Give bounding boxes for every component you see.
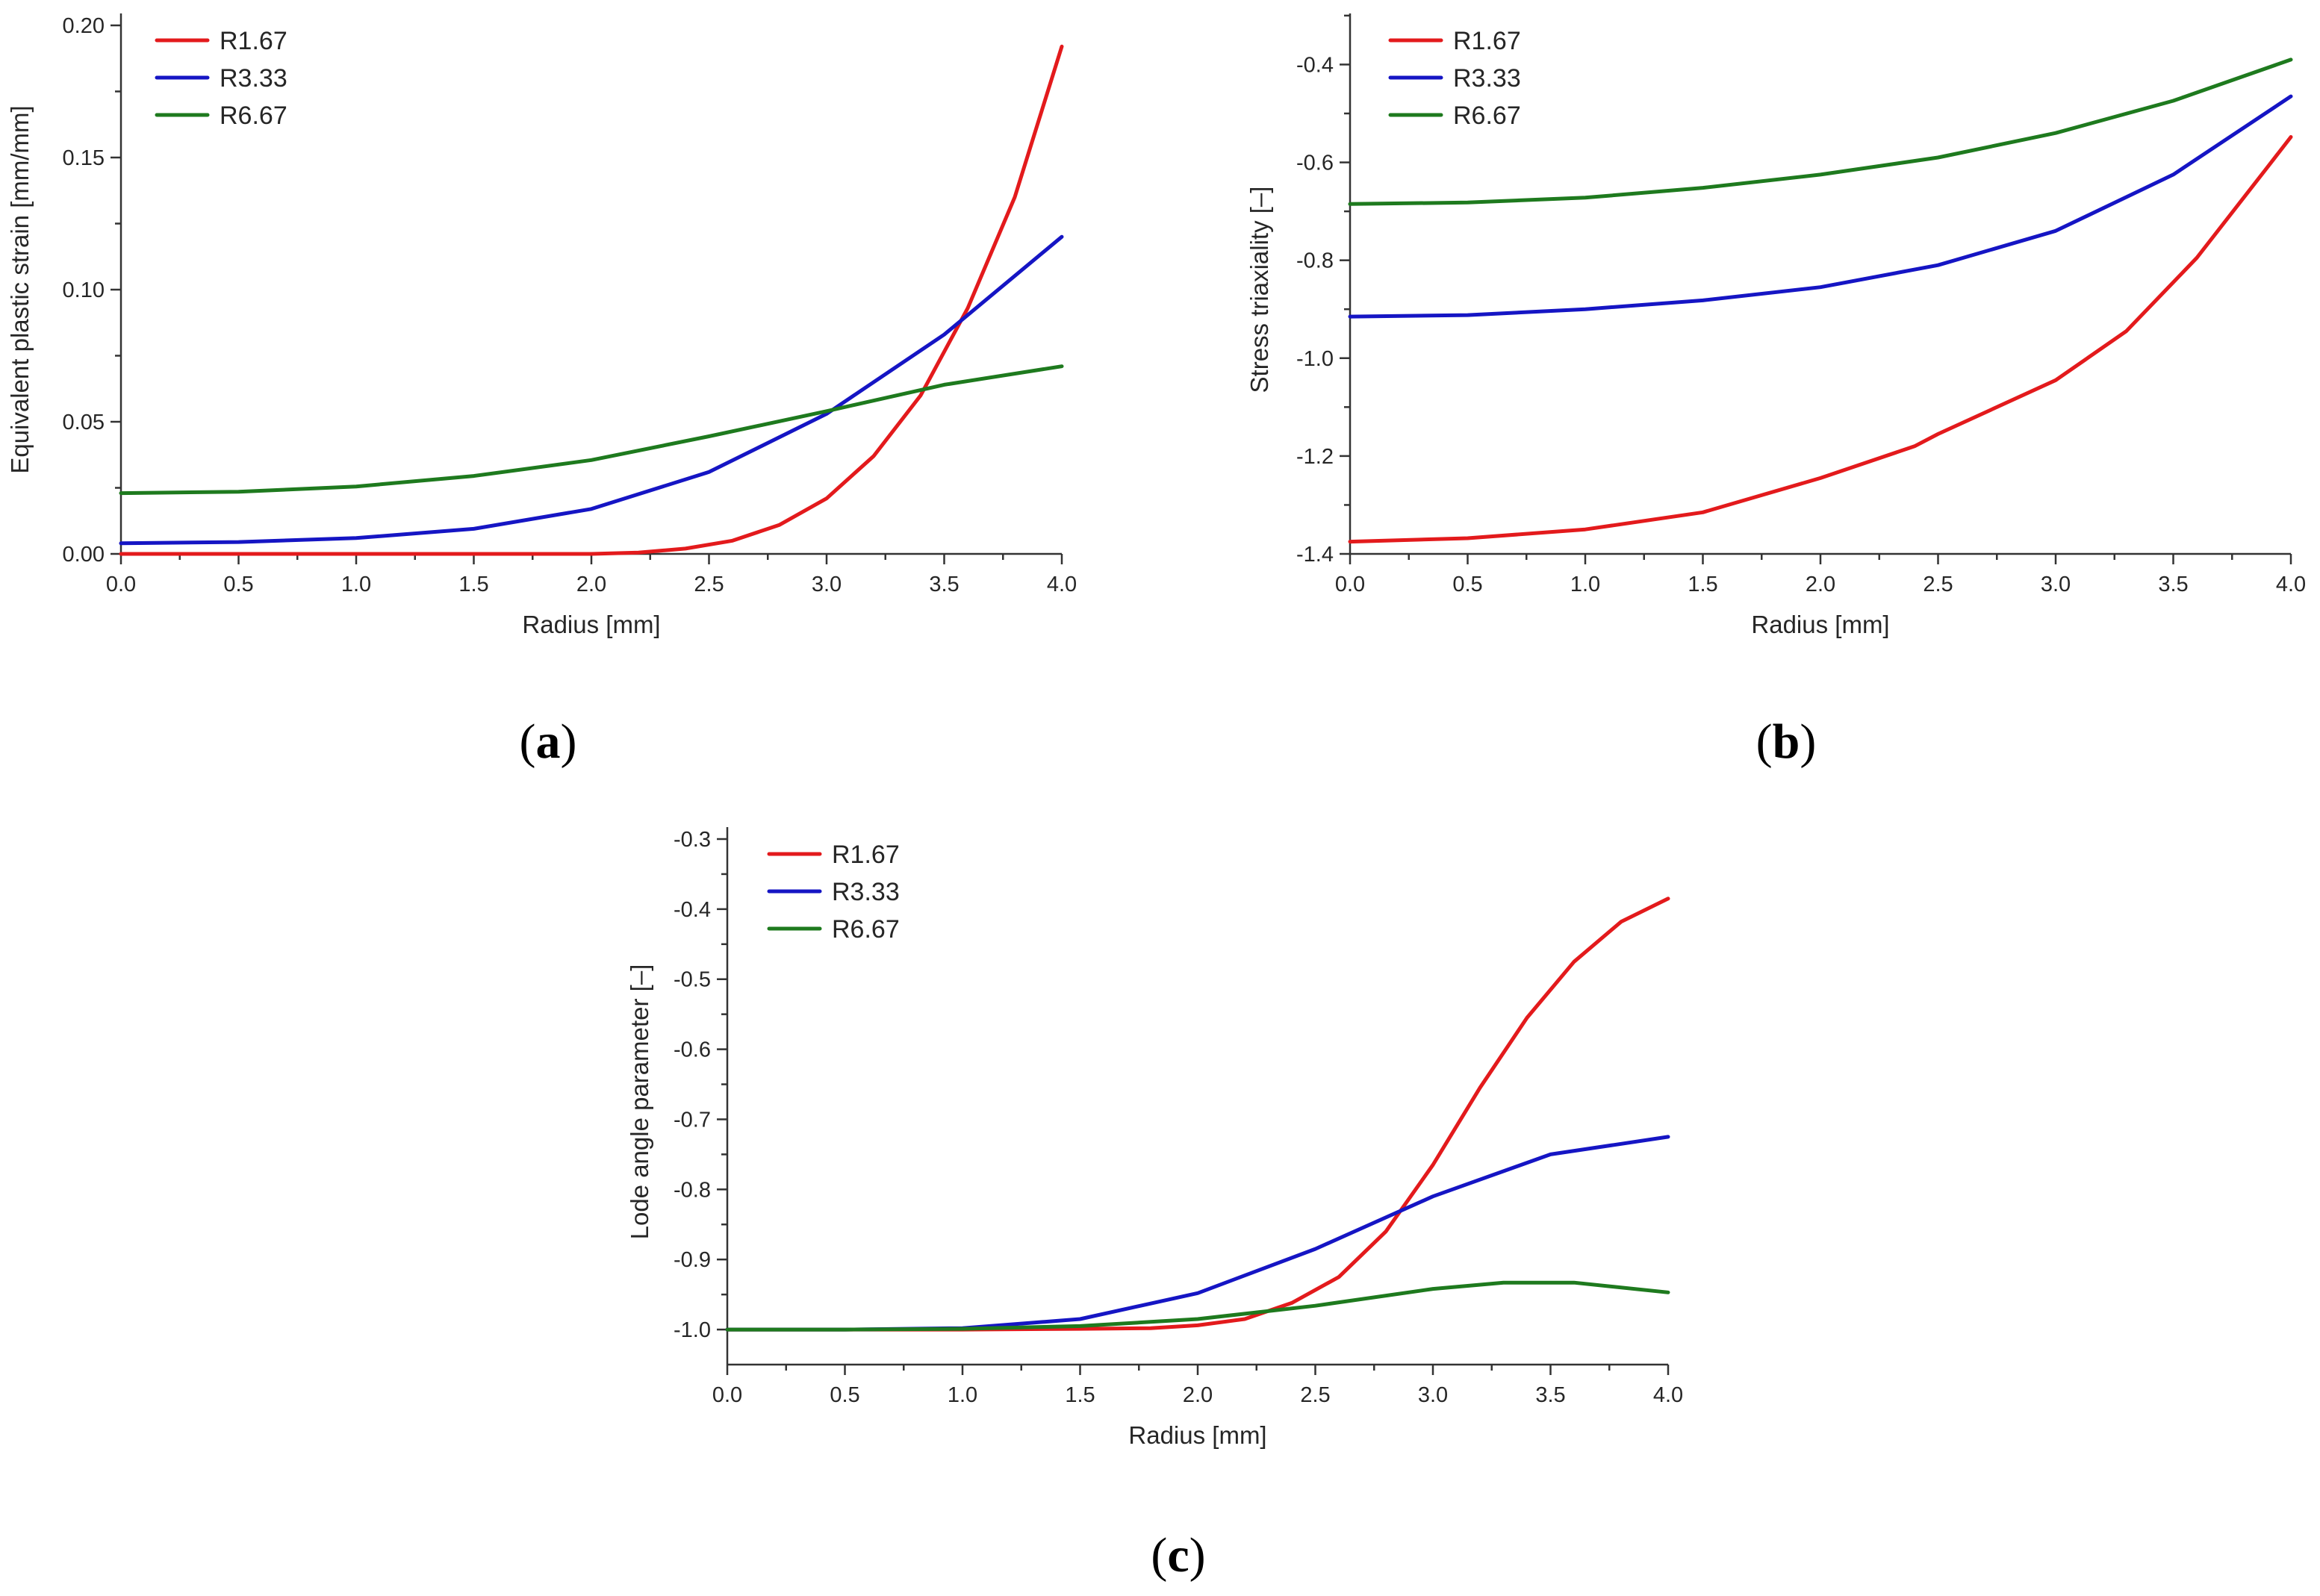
y-axis-title: Equivalent plastic strain [mm/mm] — [6, 105, 34, 473]
legend-label: R6.67 — [1453, 102, 1521, 130]
panel-c: 0.0 0.5 1.0 1.5 2.0 2.5 3.0 3.5 4.0 -1.0 -0.9 -0.8 -… — [626, 827, 1683, 1583]
x-tick-label: 3.0 — [812, 573, 842, 596]
x-tick-label: 2.5 — [1300, 1383, 1330, 1407]
legend-label: R3.33 — [832, 878, 900, 906]
y-tick-label: 0.05 — [63, 411, 105, 434]
x-tick-label: 0.5 — [1452, 573, 1482, 596]
y-tick-label: 0.10 — [63, 278, 105, 302]
x-tick-label: 4.0 — [2276, 573, 2306, 596]
panel-b: 0.0 0.5 1.0 1.5 2.0 2.5 3.0 3.5 4.0 -1.4 -1.2 -1.0 -… — [1245, 13, 2306, 769]
x-tick-label: 2.5 — [1923, 573, 1953, 596]
y-tick-label: -0.9 — [674, 1248, 711, 1272]
x-tick-label: 3.0 — [1418, 1383, 1448, 1407]
x-tick-label: 1.0 — [948, 1383, 977, 1407]
x-tick-label: 0.0 — [1335, 573, 1365, 596]
caption-open-paren: ( — [520, 714, 536, 769]
x-tick-label: 2.0 — [1183, 1383, 1213, 1407]
x-tick-label: 0.0 — [106, 573, 136, 596]
series-line-r3-33 — [1348, 94, 2293, 319]
caption-open-paren: ( — [1151, 1528, 1167, 1583]
panel-a: 0.0 0.5 1.0 1.5 2.0 2.5 3.0 3.5 4.0 0.00 0.05 0.10 0… — [6, 13, 1077, 769]
x-tick-label: 3.5 — [1535, 1383, 1565, 1407]
caption-close-paren: ) — [1189, 1528, 1206, 1583]
x-tick-label: 1.0 — [341, 573, 371, 596]
x-tick-label: 2.5 — [694, 573, 724, 596]
series-line-r6-67 — [1348, 57, 2293, 206]
panel-caption: (b) — [1756, 714, 1817, 769]
x-axis-title: Radius [mm] — [522, 611, 660, 638]
x-tick-label: 2.0 — [576, 573, 606, 596]
y-tick-label: -1.0 — [674, 1318, 711, 1342]
y-tick-label: -0.6 — [674, 1038, 711, 1062]
y-tick-label: -0.8 — [674, 1178, 711, 1202]
x-axis-title: Radius [mm] — [1751, 611, 1889, 638]
caption-close-paren: ) — [1800, 714, 1816, 769]
x-tick-label: 3.0 — [2041, 573, 2071, 596]
legend-label: R3.33 — [220, 64, 287, 93]
legend-label: R6.67 — [220, 102, 287, 130]
x-tick-label: 1.5 — [458, 573, 488, 596]
panel-caption: (a) — [520, 714, 577, 769]
panel-caption: (c) — [1151, 1528, 1205, 1583]
x-tick-label: 3.5 — [929, 573, 959, 596]
x-tick-label: 4.0 — [1047, 573, 1077, 596]
y-tick-label: -1.0 — [1296, 347, 1334, 371]
y-tick-label: -0.4 — [674, 898, 711, 922]
caption-letter: c — [1167, 1528, 1189, 1583]
y-tick-label: -0.6 — [1296, 152, 1334, 175]
y-tick-label: -1.2 — [1296, 445, 1334, 469]
y-tick-label: -0.7 — [674, 1108, 711, 1132]
x-tick-label: 1.5 — [1688, 573, 1717, 596]
legend-label: R1.67 — [220, 27, 287, 55]
series-line-r3-33 — [119, 234, 1064, 546]
x-tick-label: 1.5 — [1065, 1383, 1095, 1407]
x-tick-label: 1.0 — [1570, 573, 1600, 596]
series-line-r1-67 — [119, 44, 1064, 556]
y-tick-label: -0.5 — [674, 968, 711, 992]
y-tick-label: -1.4 — [1296, 543, 1334, 567]
y-axis-title: Stress triaxiality [–] — [1245, 187, 1273, 393]
y-tick-label: 0.20 — [63, 14, 105, 38]
caption-letter: a — [536, 714, 561, 769]
y-tick-label: 0.15 — [63, 146, 105, 170]
y-tick-label: -0.3 — [674, 828, 711, 852]
y-tick-label: 0.00 — [63, 543, 105, 567]
legend-label: R1.67 — [832, 841, 900, 869]
caption-close-paren: ) — [561, 714, 577, 769]
x-tick-label: 0.0 — [712, 1383, 742, 1407]
x-tick-label: 4.0 — [1653, 1383, 1683, 1407]
series-line-r3-33 — [725, 1135, 1670, 1332]
x-tick-label: 0.5 — [830, 1383, 859, 1407]
x-tick-label: 2.0 — [1806, 573, 1835, 596]
series-line-r6-67 — [119, 364, 1064, 496]
series-line-r1-67 — [725, 897, 1670, 1332]
y-tick-label: -0.8 — [1296, 249, 1334, 273]
caption-open-paren: ( — [1756, 714, 1773, 769]
x-tick-label: 3.5 — [2158, 573, 2188, 596]
series-line-r6-67 — [725, 1280, 1670, 1332]
x-axis-title: Radius [mm] — [1128, 1421, 1266, 1449]
legend-label: R6.67 — [832, 915, 900, 944]
series-line-r1-67 — [1348, 135, 2293, 544]
legend-label: R3.33 — [1453, 64, 1521, 93]
x-tick-label: 0.5 — [223, 573, 253, 596]
caption-letter: b — [1773, 714, 1800, 769]
y-tick-label: -0.4 — [1296, 53, 1334, 77]
y-axis-title: Lode angle parameter [–] — [626, 964, 653, 1240]
legend-label: R1.67 — [1453, 27, 1521, 55]
